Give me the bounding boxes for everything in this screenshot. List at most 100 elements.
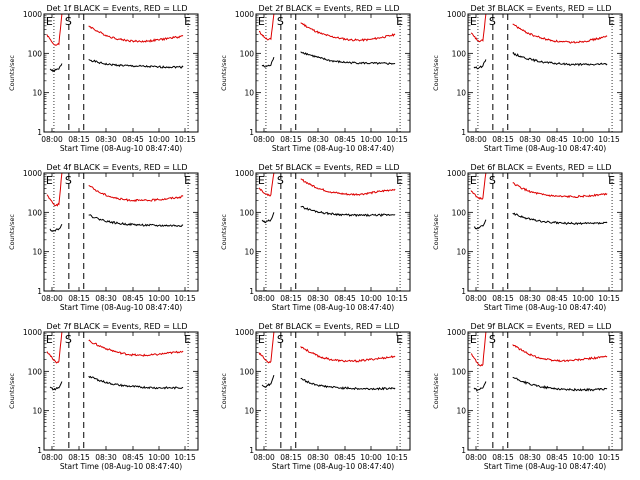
lld-series-line: [470, 172, 487, 200]
panel-title: Det 4f BLACK = Events, RED = LLD: [46, 163, 187, 172]
marker-letter: S: [277, 333, 284, 346]
x-tick-label: 08:30: [307, 294, 329, 303]
y-tick-label: 10: [32, 89, 42, 98]
lld-series-line: [300, 178, 396, 196]
y-axis-label: Counts/sec: [8, 214, 16, 250]
y-axis-label: Counts/sec: [432, 214, 440, 250]
events-series-line: [49, 223, 63, 232]
marker-letter: S: [277, 15, 284, 28]
detector-panel: Det 1f BLACK = Events, RED = LLD Counts/s…: [8, 4, 199, 153]
y-tick-label: 1000: [23, 10, 42, 19]
marker-letter: E: [470, 333, 477, 346]
x-tick-label: 08:45: [546, 294, 568, 303]
y-tick-label: 100: [452, 49, 467, 58]
events-series-line: [300, 51, 396, 65]
x-tick-label: 10:00: [360, 135, 382, 144]
marker-letter: E: [184, 174, 191, 187]
panel-title: Det 2f BLACK = Events, RED = LLD: [258, 4, 399, 13]
events-series-line: [473, 219, 487, 230]
lld-series-line: [88, 25, 184, 43]
panel-title: Det 3f BLACK = Events, RED = LLD: [470, 4, 611, 13]
events-series-line: [261, 56, 275, 68]
x-axis-label: Start Time (08-Aug-10 08:47:40): [272, 303, 394, 312]
panel-title: Det 8f BLACK = Events, RED = LLD: [258, 322, 399, 331]
y-tick-label: 1: [461, 446, 466, 455]
events-series-line: [88, 214, 184, 227]
events-series-line: [261, 212, 275, 224]
x-tick-label: 10:15: [174, 135, 196, 144]
panel-title: Det 6f BLACK = Events, RED = LLD: [470, 163, 611, 172]
y-tick-label: 10: [456, 89, 466, 98]
y-tick-label: 100: [28, 208, 43, 217]
marker-letter: E: [46, 333, 53, 346]
y-tick-label: 1000: [447, 10, 466, 19]
lld-series-line: [88, 185, 184, 203]
x-tick-label: 08:30: [519, 135, 541, 144]
y-axis-label: Counts/sec: [220, 373, 228, 409]
x-tick-label: 10:00: [360, 294, 382, 303]
lld-series-line: [258, 13, 275, 41]
x-axis-label: Start Time (08-Aug-10 08:47:40): [272, 462, 394, 471]
lld-series-line: [88, 339, 184, 357]
marker-letter: E: [470, 174, 477, 187]
x-tick-label: 10:00: [572, 135, 594, 144]
panel-title: Det 1f BLACK = Events, RED = LLD: [46, 4, 187, 13]
y-axis-label: Counts/sec: [220, 55, 228, 91]
x-tick-label: 10:15: [174, 294, 196, 303]
y-tick-label: 1000: [23, 169, 42, 178]
detector-panel: Det 7f BLACK = Events, RED = LLD Counts/s…: [8, 322, 199, 471]
y-axis-label: Counts/sec: [8, 373, 16, 409]
x-tick-label: 08:45: [122, 135, 144, 144]
y-tick-label: 1000: [235, 10, 254, 19]
y-tick-label: 1: [37, 128, 42, 137]
marker-letter: E: [258, 174, 265, 187]
lld-series-line: [300, 22, 396, 42]
lld-series-line: [512, 344, 608, 363]
x-tick-label: 08:30: [95, 135, 117, 144]
marker-letter: E: [258, 333, 265, 346]
lld-series-line: [258, 172, 275, 197]
x-tick-label: 08:15: [492, 294, 514, 303]
plot-frame: [43, 331, 199, 451]
events-series-line: [512, 51, 608, 67]
y-tick-label: 1: [461, 287, 466, 296]
marker-letter: E: [46, 15, 53, 28]
y-tick-label: 100: [240, 367, 255, 376]
y-tick-label: 1000: [23, 328, 42, 337]
x-tick-label: 08:30: [95, 453, 117, 462]
x-tick-label: 10:00: [148, 135, 170, 144]
plot-frame: [467, 13, 623, 133]
lld-series-line: [46, 13, 63, 46]
marker-letter: S: [277, 174, 284, 187]
marker-letter: E: [258, 15, 265, 28]
x-tick-label: 08:30: [307, 135, 329, 144]
x-tick-label: 10:00: [360, 453, 382, 462]
y-tick-label: 100: [240, 208, 255, 217]
y-tick-label: 1000: [235, 328, 254, 337]
plot-frame: [255, 172, 411, 292]
x-tick-label: 08:15: [68, 294, 90, 303]
marker-letter: E: [46, 174, 53, 187]
panel-title: Det 7f BLACK = Events, RED = LLD: [46, 322, 187, 331]
plot-frame: [43, 13, 199, 133]
marker-letter: S: [65, 174, 72, 187]
detector-panel: Det 4f BLACK = Events, RED = LLD Counts/s…: [8, 163, 199, 312]
events-series-line: [473, 381, 487, 392]
y-tick-label: 1: [37, 287, 42, 296]
x-tick-label: 08:00: [41, 453, 63, 462]
marker-letter: E: [396, 15, 403, 28]
x-tick-label: 10:00: [572, 294, 594, 303]
detector-panel: Det 9f BLACK = Events, RED = LLD Counts/s…: [432, 322, 623, 471]
events-series-line: [300, 377, 396, 391]
y-tick-label: 10: [456, 407, 466, 416]
panel-title: Det 9f BLACK = Events, RED = LLD: [470, 322, 611, 331]
x-tick-label: 08:00: [465, 453, 487, 462]
x-tick-label: 10:15: [598, 135, 620, 144]
x-tick-label: 08:30: [307, 453, 329, 462]
events-series-line: [473, 59, 487, 70]
lld-series-line: [258, 331, 275, 364]
plot-frame: [467, 172, 623, 292]
y-tick-label: 100: [452, 367, 467, 376]
lld-series-line: [512, 23, 608, 44]
x-axis-label: Start Time (08-Aug-10 08:47:40): [484, 144, 606, 153]
